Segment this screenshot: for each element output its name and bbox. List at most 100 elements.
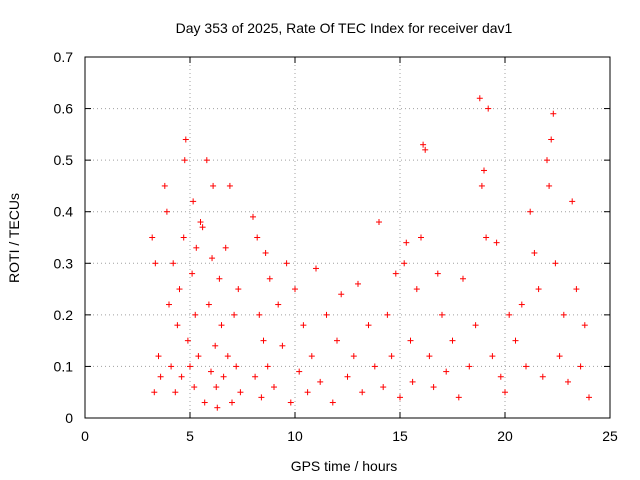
data-point [539, 373, 546, 380]
data-point [569, 198, 576, 205]
data-point [502, 389, 508, 396]
data-point [237, 389, 244, 396]
data-point [229, 399, 235, 406]
data-point [329, 399, 336, 406]
data-point [152, 260, 159, 267]
data-point [300, 322, 307, 329]
data-point [266, 275, 273, 282]
data-point [483, 234, 490, 241]
data-point [216, 275, 223, 282]
data-point [256, 311, 263, 318]
data-point [355, 280, 361, 287]
data-point [586, 394, 592, 401]
y-tick-label: 0.3 [54, 255, 74, 271]
data-point [478, 182, 485, 189]
data-point [420, 141, 427, 148]
data-point [283, 260, 290, 267]
data-point [205, 301, 212, 308]
data-point [413, 286, 420, 293]
data-point [260, 337, 267, 344]
data-point [518, 301, 525, 308]
data-point [258, 394, 265, 401]
x-tick-label: 5 [186, 428, 194, 444]
data-point [190, 198, 197, 205]
points-layer [149, 95, 592, 411]
data-point [338, 291, 345, 298]
data-point [392, 270, 399, 277]
data-point [178, 373, 185, 380]
data-point [149, 234, 156, 241]
data-point [172, 389, 179, 396]
data-point [174, 322, 181, 329]
data-point [527, 208, 534, 215]
data-point [308, 353, 315, 360]
data-point [264, 363, 271, 370]
y-tick-label: 0.6 [54, 101, 74, 117]
data-point [157, 373, 164, 380]
data-point [313, 265, 319, 272]
data-point [235, 286, 242, 293]
data-point [376, 219, 382, 226]
data-point [192, 311, 199, 318]
data-point [344, 373, 351, 380]
data-point [481, 167, 487, 174]
data-point [581, 322, 588, 329]
data-point [279, 342, 286, 349]
data-point [271, 384, 277, 391]
data-point [208, 368, 214, 375]
data-point [304, 389, 311, 396]
data-point [430, 384, 437, 391]
data-point [250, 213, 256, 220]
data-point [409, 378, 416, 385]
data-point [199, 224, 206, 231]
grid-layer [85, 57, 610, 418]
data-point [292, 286, 298, 293]
data-point [535, 286, 542, 293]
data-point [550, 110, 557, 117]
data-point [485, 105, 492, 112]
data-point [212, 342, 219, 349]
y-tick-label: 0.5 [54, 152, 74, 168]
data-point [418, 234, 424, 241]
data-point [287, 399, 294, 406]
data-point [359, 389, 366, 396]
data-point [407, 337, 414, 344]
data-point [155, 353, 162, 360]
data-point [472, 322, 479, 329]
data-point [176, 286, 183, 293]
ticks-layer: 0 5 10 15 20 25 0 0.1 0.2 0.3 0.4 0.5 0.6 0.7 [54, 49, 618, 444]
data-point [168, 363, 175, 370]
data-point [426, 353, 433, 360]
y-tick-label: 0.1 [54, 358, 74, 374]
data-point [226, 182, 233, 189]
y-tick-label: 0.4 [54, 204, 74, 220]
data-point [317, 378, 324, 385]
data-point [548, 136, 555, 143]
data-point [552, 260, 559, 267]
data-point [166, 301, 172, 308]
data-point [218, 322, 225, 329]
data-point [189, 270, 196, 277]
data-point [403, 239, 410, 246]
data-point [163, 208, 170, 215]
data-point [191, 384, 198, 391]
data-point [401, 260, 408, 267]
data-point [254, 234, 261, 241]
data-point [466, 363, 473, 370]
data-point [506, 311, 513, 318]
data-point [193, 244, 200, 251]
data-point [214, 404, 221, 411]
y-tick-label: 0.2 [54, 307, 74, 323]
data-point [493, 239, 500, 246]
data-point [565, 378, 571, 385]
data-point [365, 322, 372, 329]
data-point [275, 301, 282, 308]
data-point [476, 95, 483, 102]
data-point [443, 368, 450, 375]
data-point [201, 399, 208, 406]
data-point [197, 219, 204, 226]
data-point [187, 363, 193, 370]
data-point [380, 384, 387, 391]
data-point [531, 249, 538, 256]
data-point [573, 286, 580, 293]
